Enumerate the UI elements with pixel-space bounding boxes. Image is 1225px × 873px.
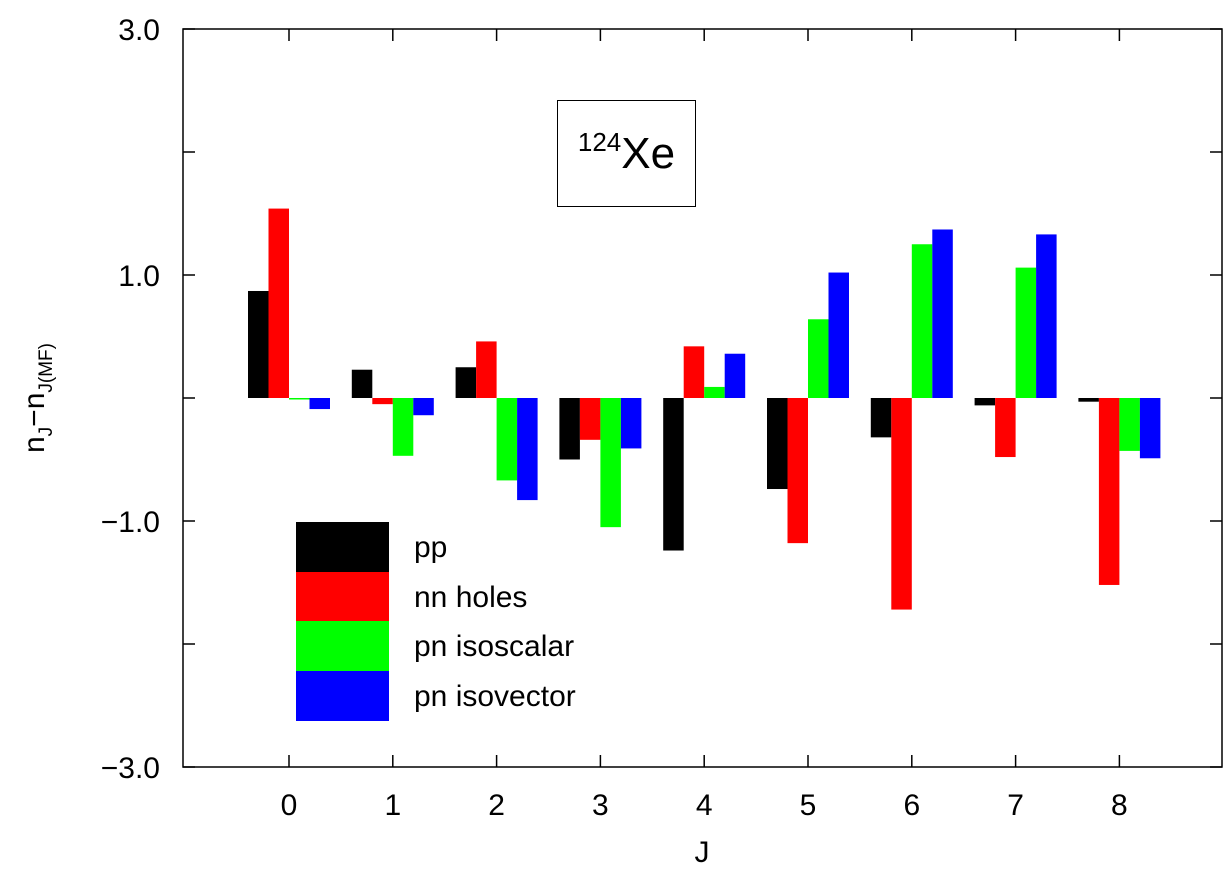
bar-pn-isovector-J8	[1139, 398, 1161, 459]
bar-pp-J1	[351, 369, 373, 398]
bar-pp-J0	[248, 290, 269, 398]
bar-pp-J7	[974, 398, 996, 406]
y-tick-label: 3.0	[118, 14, 160, 47]
legend-swatch	[296, 571, 389, 622]
mass-number: 124	[577, 127, 622, 157]
bar-pn-isoscalar-J7	[1015, 267, 1037, 398]
x-tick-label: 8	[1111, 789, 1128, 822]
bar-pn-isovector-J0	[309, 398, 330, 410]
y-axis-label: nJ−nJ(MF)	[18, 343, 57, 453]
bar-pp-J4	[663, 398, 684, 551]
bar-pn-isoscalar-J0	[289, 398, 310, 400]
bar-pn-isovector-J6	[932, 229, 953, 398]
bar-nn-holes-J3	[579, 398, 601, 440]
bar-nn-holes-J6	[891, 398, 912, 610]
legend-label: pp	[414, 531, 448, 564]
y-label-main: n	[18, 436, 51, 453]
y-tick-label: −1.0	[101, 506, 160, 539]
legend-swatch	[296, 670, 389, 721]
x-tick-label: 2	[488, 789, 505, 822]
bar-pn-isoscalar-J1	[392, 398, 414, 456]
bar-pp-J5	[767, 398, 788, 490]
x-tick-label: 3	[592, 789, 609, 822]
bar-nn-holes-J1	[372, 398, 393, 405]
legend-label: nn holes	[414, 580, 528, 614]
bar-pn-isoscalar-J4	[704, 386, 725, 398]
x-tick-label: 4	[696, 789, 713, 822]
tick-labels: 0 1 2 3 4 5 6 7 8 3.0 1.0 −1.0 −3.0	[101, 14, 1128, 822]
bar-pn-isovector-J3	[620, 398, 642, 449]
nucleus-annotation: 124Xe	[558, 127, 695, 179]
bar-pp-J2	[455, 367, 477, 398]
bars	[248, 208, 1161, 610]
bar-pp-J8	[1078, 398, 1099, 402]
legend-label: pn isovector	[414, 679, 576, 713]
bar-pp-J3	[559, 398, 580, 460]
bar-nn-holes-J0	[268, 208, 289, 398]
legend-swatch	[296, 522, 389, 572]
y-tick-label: 1.0	[118, 260, 160, 293]
axis-ticks	[183, 28, 1222, 768]
bar-pn-isoscalar-J6	[911, 244, 933, 398]
y-label-mid: −n	[18, 393, 51, 427]
x-axis-label: J	[695, 836, 710, 869]
x-tick-label: 7	[1007, 789, 1024, 822]
legend-label: pn isoscalar	[414, 630, 575, 663]
bar-nn-holes-J2	[476, 341, 497, 398]
bar-nn-holes-J4	[683, 346, 705, 398]
bar-pn-isoscalar-J5	[808, 319, 829, 398]
y-label-sub2: J(MF)	[36, 343, 57, 393]
x-tick-label: 5	[800, 789, 817, 822]
x-tick-label: 1	[384, 789, 401, 822]
bar-pn-isovector-J1	[413, 398, 434, 416]
bar-pn-isovector-J4	[724, 353, 746, 398]
legend-swatch	[296, 621, 389, 671]
y-label-sub1: J	[36, 427, 57, 437]
bar-pn-isoscalar-J2	[496, 398, 518, 481]
bar-nn-holes-J8	[1098, 398, 1120, 585]
bar-pn-isovector-J7	[1036, 234, 1057, 398]
bar-nn-holes-J7	[995, 398, 1016, 458]
bar-nn-holes-J5	[787, 398, 808, 544]
bar-pn-isoscalar-J8	[1119, 398, 1140, 451]
bar-pp-J6	[870, 398, 892, 438]
nucleus-annotation-box: 124Xe	[557, 100, 696, 207]
bar-pn-isoscalar-J3	[600, 398, 621, 528]
bar-pn-isovector-J2	[517, 398, 538, 501]
svg-text:nJ−nJ(MF): nJ−nJ(MF)	[18, 343, 57, 453]
x-tick-label: 0	[281, 789, 298, 822]
x-tick-label: 6	[903, 789, 920, 822]
element-symbol: Xe	[621, 129, 676, 178]
bar-pn-isovector-J5	[828, 272, 849, 398]
y-tick-label: −3.0	[101, 752, 160, 785]
